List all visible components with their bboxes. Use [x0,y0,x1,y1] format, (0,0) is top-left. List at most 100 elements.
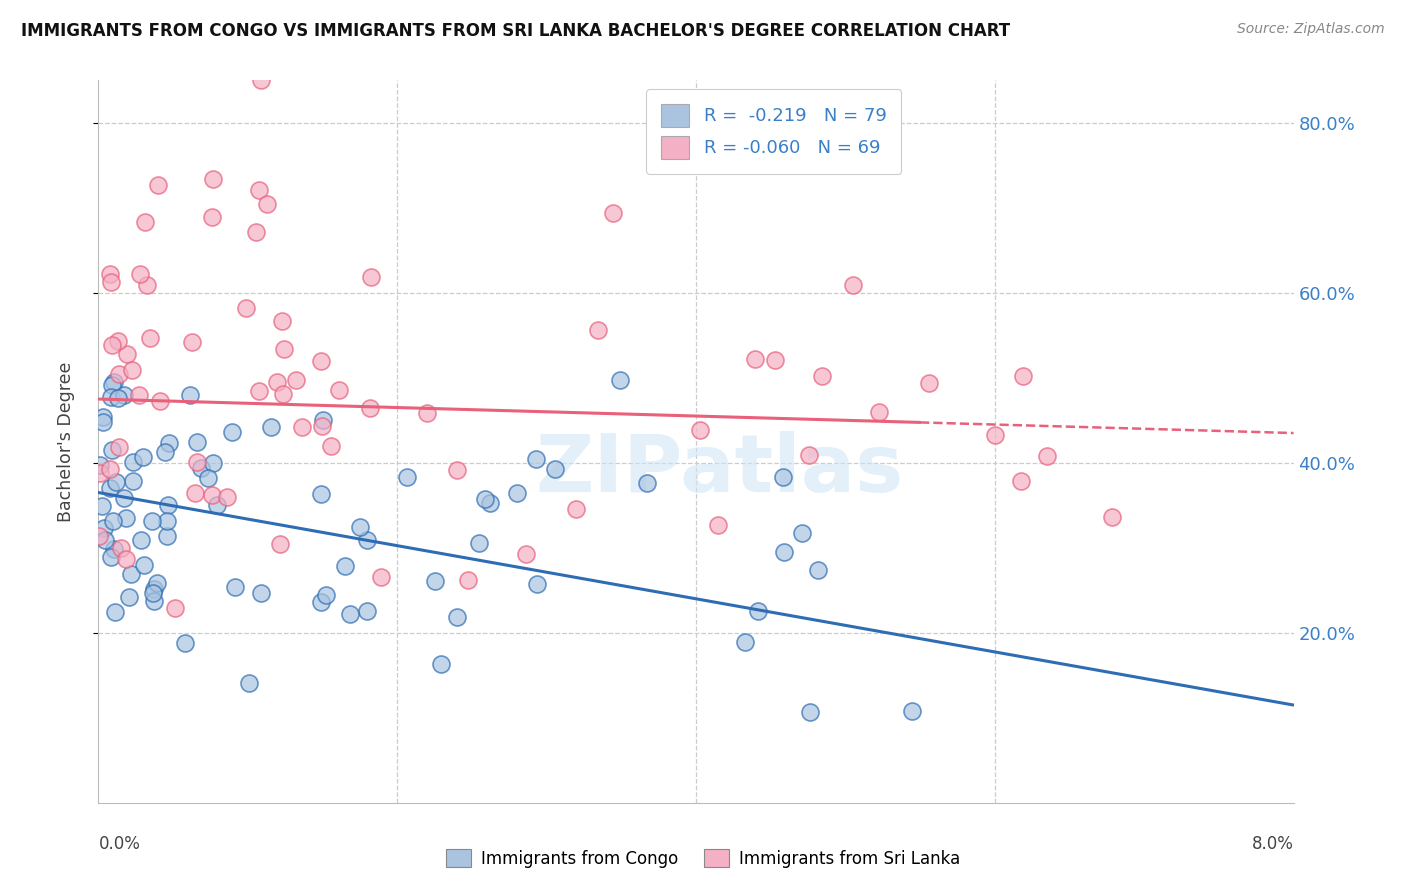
Point [148,178,170,193]
Point [291,420,314,434]
Point [190,461,212,475]
Point [238,675,260,690]
Point [117,347,139,361]
Point [356,604,378,618]
Point [118,590,141,604]
Point [328,383,350,397]
Point [101,377,124,392]
Point [143,582,166,596]
Point [273,342,295,356]
Point [772,469,794,483]
Point [311,418,333,433]
Point [136,278,159,293]
Point [156,514,179,528]
Point [311,486,333,500]
Point [93,521,115,535]
Point [245,225,267,239]
Point [132,450,155,465]
Point [790,525,813,540]
Point [157,498,180,512]
Point [250,73,273,87]
Point [112,387,135,401]
Text: Source: ZipAtlas.com: Source: ZipAtlas.com [1237,22,1385,37]
Point [107,334,129,348]
Point [446,463,468,477]
Point [339,607,361,622]
Point [524,451,547,466]
Point [235,301,257,316]
Point [163,601,186,615]
Point [186,455,208,469]
Point [360,270,382,285]
Text: 8.0%: 8.0% [1251,835,1294,854]
Point [89,466,111,480]
Point [515,547,537,561]
Text: 0.0%: 0.0% [98,835,141,854]
Point [134,215,156,229]
Point [609,373,631,387]
Point [93,410,115,425]
Point [335,558,357,573]
Point [807,563,830,577]
Point [142,586,165,600]
Point [201,488,224,502]
Point [104,605,127,619]
Point [457,574,479,588]
Point [395,470,418,484]
Point [94,533,117,548]
Point [319,439,342,453]
Point [121,363,143,377]
Point [285,373,308,387]
Point [312,413,335,427]
Point [156,529,179,543]
Point [799,705,821,719]
Point [122,474,145,488]
Point [221,425,243,439]
Text: IMMIGRANTS FROM CONGO VS IMMIGRANTS FROM SRI LANKA BACHELOR'S DEGREE CORRELATION: IMMIGRANTS FROM CONGO VS IMMIGRANTS FROM… [21,22,1011,40]
Point [98,267,121,281]
Point [115,552,138,566]
Point [259,420,281,434]
Point [201,210,224,224]
Legend: R =  -0.219   N = 79, R = -0.060   N = 69: R = -0.219 N = 79, R = -0.060 N = 69 [647,89,901,174]
Point [98,461,121,475]
Point [108,440,131,454]
Point [773,545,796,559]
Point [359,401,381,416]
Point [747,604,769,618]
Point [734,634,756,648]
Point [89,529,111,543]
Point [101,338,124,352]
Point [98,481,121,495]
Point [183,486,205,500]
Point [139,331,162,345]
Point [423,574,446,589]
Point [446,610,468,624]
Point [256,197,278,211]
Point [103,515,125,529]
Point [799,448,821,462]
Point [315,588,337,602]
Point [689,423,711,437]
Point [100,275,122,289]
Point [197,471,219,485]
Point [143,593,166,607]
Point [105,475,128,489]
Point [103,375,125,389]
Point [121,455,143,469]
Point [224,580,246,594]
Point [141,515,163,529]
Point [112,491,135,505]
Point [468,536,491,550]
Point [181,335,204,350]
Point [110,541,132,555]
Point [271,387,294,401]
Point [149,393,172,408]
Point [868,405,890,419]
Point [100,550,122,565]
Point [526,577,548,591]
Point [247,384,270,399]
Point [707,518,730,533]
Point [114,511,136,525]
Point [1012,369,1035,384]
